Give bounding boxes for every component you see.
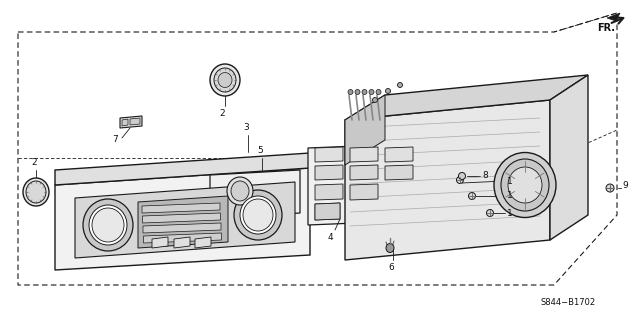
Ellipse shape — [456, 176, 463, 183]
Polygon shape — [607, 13, 620, 21]
Ellipse shape — [210, 64, 240, 96]
Polygon shape — [143, 223, 221, 233]
Polygon shape — [143, 213, 221, 223]
Ellipse shape — [362, 90, 367, 94]
Ellipse shape — [83, 199, 133, 251]
Text: FR.: FR. — [597, 23, 615, 33]
Ellipse shape — [386, 243, 394, 253]
Ellipse shape — [486, 210, 493, 217]
Ellipse shape — [243, 199, 273, 231]
Text: 7: 7 — [112, 136, 118, 145]
Polygon shape — [315, 184, 343, 200]
Ellipse shape — [26, 181, 46, 203]
Text: 5: 5 — [257, 146, 263, 155]
Polygon shape — [315, 203, 340, 220]
Polygon shape — [143, 233, 221, 243]
Polygon shape — [210, 170, 300, 218]
Ellipse shape — [369, 90, 374, 94]
Polygon shape — [75, 182, 295, 258]
Polygon shape — [122, 119, 128, 126]
Ellipse shape — [23, 178, 49, 206]
Ellipse shape — [376, 90, 381, 94]
Polygon shape — [345, 95, 385, 165]
Ellipse shape — [218, 72, 232, 87]
Polygon shape — [315, 203, 340, 220]
Polygon shape — [55, 153, 310, 185]
Polygon shape — [130, 118, 140, 125]
Polygon shape — [550, 75, 588, 240]
Text: 2: 2 — [219, 109, 225, 118]
Text: 6: 6 — [388, 263, 394, 272]
Ellipse shape — [348, 90, 353, 94]
Polygon shape — [142, 203, 220, 213]
Ellipse shape — [372, 98, 378, 102]
Ellipse shape — [234, 190, 282, 240]
Polygon shape — [385, 165, 413, 180]
Text: 4: 4 — [327, 233, 333, 242]
Ellipse shape — [468, 192, 476, 199]
Text: S844−B1702: S844−B1702 — [541, 298, 596, 307]
Polygon shape — [308, 143, 430, 225]
Ellipse shape — [231, 181, 249, 201]
Text: 1: 1 — [507, 191, 513, 201]
Polygon shape — [345, 100, 550, 260]
Text: 2: 2 — [31, 158, 37, 167]
Ellipse shape — [355, 90, 360, 94]
Polygon shape — [138, 196, 228, 248]
Ellipse shape — [397, 83, 403, 87]
Polygon shape — [385, 147, 413, 162]
Ellipse shape — [458, 173, 465, 180]
Text: 3: 3 — [243, 123, 249, 132]
Ellipse shape — [508, 167, 542, 203]
Ellipse shape — [227, 177, 253, 205]
Ellipse shape — [89, 205, 127, 245]
Polygon shape — [350, 165, 378, 180]
Ellipse shape — [214, 68, 236, 92]
Text: 1: 1 — [507, 176, 513, 186]
Ellipse shape — [606, 184, 614, 192]
Ellipse shape — [385, 88, 390, 93]
Polygon shape — [195, 237, 211, 248]
Polygon shape — [350, 147, 378, 162]
Polygon shape — [174, 237, 190, 248]
Polygon shape — [350, 184, 378, 200]
Ellipse shape — [92, 208, 124, 242]
Ellipse shape — [240, 196, 276, 234]
Polygon shape — [315, 165, 343, 180]
Polygon shape — [152, 237, 168, 248]
Text: 9: 9 — [622, 182, 628, 190]
Text: 8: 8 — [482, 172, 488, 181]
Text: 1: 1 — [507, 209, 513, 218]
Ellipse shape — [494, 152, 556, 218]
Ellipse shape — [501, 159, 549, 211]
Polygon shape — [55, 168, 310, 270]
Polygon shape — [345, 75, 588, 120]
Polygon shape — [120, 116, 142, 128]
Polygon shape — [315, 147, 343, 162]
